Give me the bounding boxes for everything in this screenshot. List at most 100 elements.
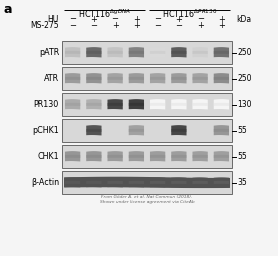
- Text: PR130: PR130: [34, 100, 59, 109]
- Polygon shape: [192, 181, 208, 184]
- Text: 250: 250: [237, 74, 252, 83]
- Polygon shape: [108, 155, 123, 158]
- Polygon shape: [171, 177, 187, 187]
- Bar: [62, 67, 232, 90]
- Polygon shape: [192, 51, 208, 54]
- Polygon shape: [214, 177, 229, 187]
- Polygon shape: [214, 99, 229, 110]
- Polygon shape: [65, 73, 80, 83]
- Text: −: −: [69, 22, 76, 30]
- Bar: [62, 93, 232, 116]
- Polygon shape: [129, 129, 144, 132]
- Polygon shape: [214, 181, 229, 184]
- Polygon shape: [86, 181, 101, 184]
- Text: −: −: [154, 15, 161, 24]
- Polygon shape: [65, 151, 80, 162]
- Text: β-Actin: β-Actin: [31, 178, 59, 187]
- Polygon shape: [129, 151, 144, 162]
- Polygon shape: [65, 103, 80, 106]
- Polygon shape: [64, 177, 230, 188]
- Polygon shape: [192, 151, 208, 162]
- Polygon shape: [108, 177, 123, 187]
- Polygon shape: [150, 177, 165, 187]
- Polygon shape: [65, 51, 80, 54]
- Polygon shape: [86, 47, 101, 57]
- Polygon shape: [214, 47, 229, 57]
- Text: CHK1: CHK1: [37, 152, 59, 161]
- Polygon shape: [129, 155, 144, 158]
- Polygon shape: [150, 151, 165, 162]
- Polygon shape: [86, 151, 101, 162]
- Polygon shape: [192, 99, 208, 110]
- Polygon shape: [171, 181, 187, 184]
- Polygon shape: [214, 129, 229, 132]
- Polygon shape: [171, 51, 187, 54]
- Text: MS-275: MS-275: [30, 22, 59, 30]
- Polygon shape: [150, 51, 165, 54]
- Polygon shape: [86, 125, 101, 135]
- Text: 250: 250: [237, 48, 252, 57]
- Text: pATR: pATR: [39, 48, 59, 57]
- Polygon shape: [129, 177, 144, 187]
- Polygon shape: [171, 73, 187, 83]
- Polygon shape: [150, 103, 165, 106]
- Text: From Göder A. et al. Nat Commun (2018).
Shown under license agreement via CiteAb: From Göder A. et al. Nat Commun (2018). …: [100, 195, 194, 204]
- Polygon shape: [192, 77, 208, 80]
- Polygon shape: [108, 47, 123, 57]
- Text: +: +: [133, 15, 140, 24]
- Polygon shape: [86, 103, 101, 106]
- Polygon shape: [129, 47, 144, 57]
- Text: +: +: [133, 22, 140, 30]
- Polygon shape: [129, 181, 144, 184]
- Text: −: −: [197, 15, 203, 24]
- Polygon shape: [192, 73, 208, 83]
- Polygon shape: [108, 181, 123, 184]
- Polygon shape: [171, 151, 187, 162]
- Text: +: +: [90, 15, 97, 24]
- Polygon shape: [150, 47, 165, 57]
- Text: 55: 55: [237, 152, 247, 161]
- Polygon shape: [108, 151, 123, 162]
- Text: −: −: [175, 22, 182, 30]
- Polygon shape: [129, 51, 144, 54]
- Polygon shape: [171, 77, 187, 80]
- Polygon shape: [214, 155, 229, 158]
- Text: −: −: [154, 22, 161, 30]
- Polygon shape: [214, 151, 229, 162]
- Polygon shape: [86, 73, 101, 83]
- Polygon shape: [214, 51, 229, 54]
- Polygon shape: [192, 177, 208, 187]
- Text: 130: 130: [237, 100, 252, 109]
- Bar: [62, 171, 232, 194]
- Text: +: +: [175, 15, 182, 24]
- Text: ATR: ATR: [44, 74, 59, 83]
- Polygon shape: [65, 99, 80, 110]
- Polygon shape: [150, 73, 165, 83]
- Polygon shape: [150, 77, 165, 80]
- Text: −: −: [112, 15, 119, 24]
- Polygon shape: [65, 77, 80, 80]
- Text: −: −: [69, 15, 76, 24]
- Polygon shape: [214, 125, 229, 135]
- Polygon shape: [214, 103, 229, 106]
- Bar: [62, 119, 232, 142]
- Text: +: +: [218, 22, 225, 30]
- Polygon shape: [65, 181, 80, 184]
- Polygon shape: [129, 103, 144, 106]
- Polygon shape: [108, 99, 123, 110]
- Polygon shape: [171, 155, 187, 158]
- Polygon shape: [129, 77, 144, 80]
- Polygon shape: [86, 99, 101, 110]
- Polygon shape: [65, 155, 80, 158]
- Polygon shape: [214, 77, 229, 80]
- Polygon shape: [192, 103, 208, 106]
- Polygon shape: [108, 77, 123, 80]
- Text: +: +: [197, 22, 203, 30]
- Polygon shape: [192, 155, 208, 158]
- Text: 55: 55: [237, 126, 247, 135]
- Polygon shape: [108, 73, 123, 83]
- Text: a: a: [3, 3, 11, 16]
- Polygon shape: [171, 99, 187, 110]
- Polygon shape: [150, 181, 165, 184]
- Polygon shape: [150, 155, 165, 158]
